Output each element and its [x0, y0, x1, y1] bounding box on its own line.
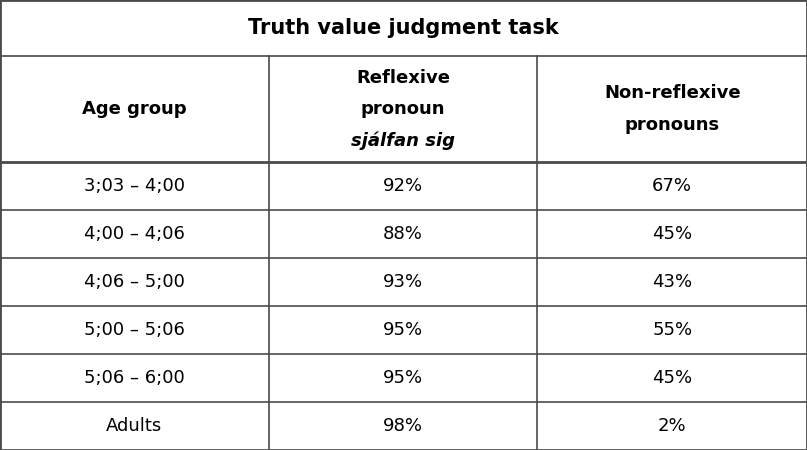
Text: 88%: 88%: [383, 225, 423, 243]
Text: 2%: 2%: [658, 417, 687, 435]
Text: 5;00 – 5;06: 5;00 – 5;06: [84, 321, 185, 339]
Text: 45%: 45%: [652, 369, 692, 387]
Text: 3;03 – 4;00: 3;03 – 4;00: [84, 177, 185, 195]
Text: Age group: Age group: [82, 100, 186, 118]
Text: sjálfan sig: sjálfan sig: [351, 131, 455, 150]
Text: 92%: 92%: [383, 177, 423, 195]
Text: 95%: 95%: [383, 321, 423, 339]
Text: 95%: 95%: [383, 369, 423, 387]
Text: 45%: 45%: [652, 225, 692, 243]
Text: 43%: 43%: [652, 273, 692, 291]
Text: pronoun: pronoun: [361, 100, 445, 118]
Text: 4;06 – 5;00: 4;06 – 5;00: [84, 273, 185, 291]
Text: 98%: 98%: [383, 417, 423, 435]
Text: 55%: 55%: [652, 321, 692, 339]
Text: 5;06 – 6;00: 5;06 – 6;00: [84, 369, 185, 387]
Text: 93%: 93%: [383, 273, 423, 291]
Text: 4;00 – 4;06: 4;00 – 4;06: [84, 225, 185, 243]
Text: Reflexive: Reflexive: [356, 68, 450, 86]
Text: pronouns: pronouns: [625, 116, 720, 134]
Text: 67%: 67%: [652, 177, 692, 195]
Text: Adults: Adults: [107, 417, 162, 435]
Text: Non-reflexive: Non-reflexive: [604, 84, 741, 102]
Text: Truth value judgment task: Truth value judgment task: [248, 18, 559, 38]
